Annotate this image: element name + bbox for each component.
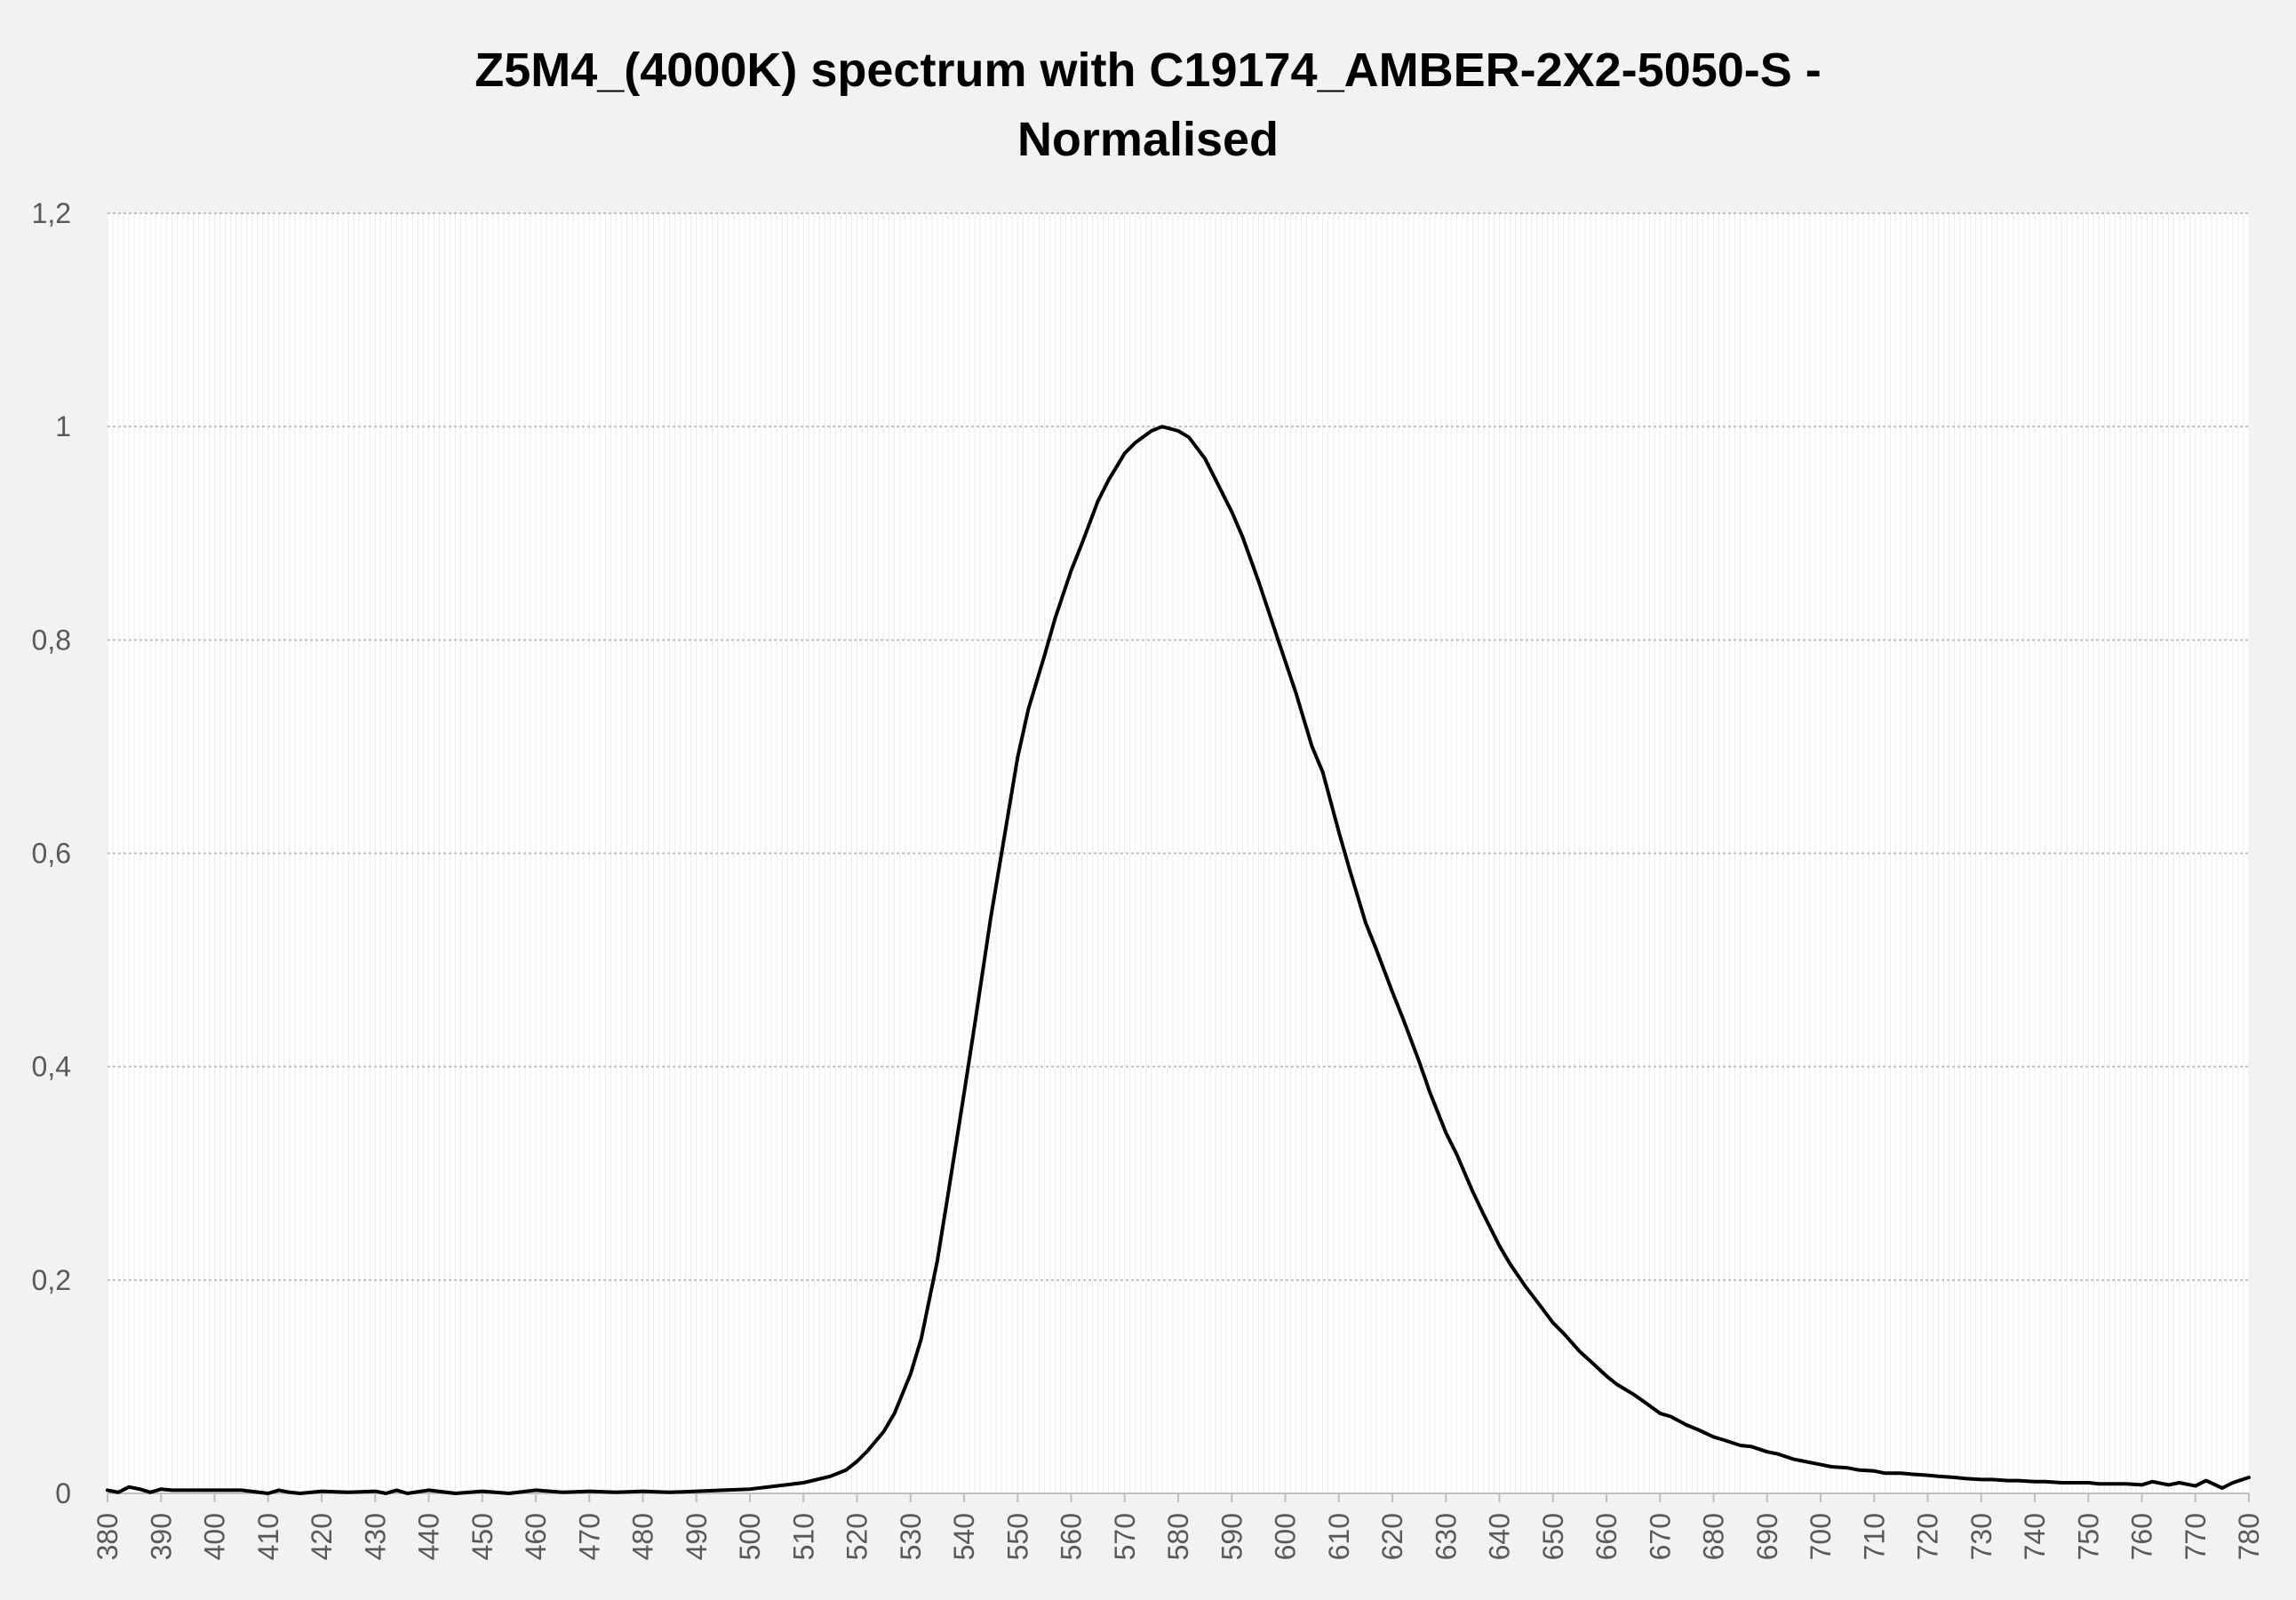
- x-tick-label: 470: [573, 1513, 605, 1560]
- x-tick-label: 750: [2072, 1513, 2104, 1560]
- x-tick-label: 780: [2233, 1513, 2265, 1560]
- y-tick-label: 1,2: [32, 197, 71, 229]
- x-tick-label: 630: [1430, 1513, 1462, 1560]
- x-tick-label: 620: [1376, 1513, 1408, 1560]
- x-tick-label: 540: [948, 1513, 980, 1560]
- x-tick-label: 680: [1698, 1513, 1730, 1560]
- series-group: [106, 425, 2251, 1495]
- x-tick-label: 770: [2180, 1513, 2212, 1560]
- x-tick-label: 460: [520, 1513, 552, 1560]
- x-tick-label: 730: [1965, 1513, 1997, 1560]
- x-tick-label: 660: [1590, 1513, 1622, 1560]
- x-tick-label: 450: [466, 1513, 498, 1560]
- chart-title-line-1: Z5M4_(4000K) spectrum with C19174_AMBER-…: [474, 44, 1822, 97]
- x-tick-label: 530: [895, 1513, 927, 1560]
- y-tick-label: 0,6: [32, 838, 71, 870]
- series-line: [106, 425, 2251, 1495]
- x-tick-label: 740: [2019, 1513, 2051, 1560]
- x-tick-label: 480: [627, 1513, 659, 1560]
- x-tick-label: 440: [413, 1513, 445, 1560]
- x-tick-label: 390: [145, 1513, 177, 1560]
- x-tick-label: 500: [734, 1513, 766, 1560]
- x-tick-label: 640: [1484, 1513, 1516, 1560]
- y-tick-label: 0,8: [32, 624, 71, 656]
- x-tick-label: 580: [1162, 1513, 1194, 1560]
- x-tick-label: 670: [1644, 1513, 1676, 1560]
- x-tick-label: 430: [359, 1513, 391, 1560]
- x-tick-label: 510: [787, 1513, 819, 1560]
- x-tick-label: 550: [1001, 1513, 1033, 1560]
- x-tick-label: 720: [1912, 1513, 1944, 1560]
- chart-title: Z5M4_(4000K) spectrum with C19174_AMBER-…: [0, 36, 2296, 174]
- x-tick-label: 380: [92, 1513, 124, 1560]
- x-tick-label: 760: [2126, 1513, 2158, 1560]
- x-tick-label: 520: [841, 1513, 873, 1560]
- x-tick-label: 420: [306, 1513, 338, 1560]
- y-tick-label: 0,2: [32, 1264, 71, 1296]
- x-tick-label: 710: [1858, 1513, 1890, 1560]
- x-tick-label: 700: [1805, 1513, 1837, 1560]
- x-tick-label: 490: [681, 1513, 713, 1560]
- y-tick-label: 0,4: [32, 1051, 71, 1083]
- x-tick-label: 650: [1537, 1513, 1569, 1560]
- y-axis-ticks: 0 0,2 0,4 0,6 0,8 1 1,2: [32, 197, 71, 1509]
- x-tick-label: 410: [252, 1513, 284, 1560]
- x-tick-label: 400: [199, 1513, 231, 1560]
- x-axis-ticks: 380 390 400 410 420 430 440 450 460 470 480 490 500 5…: [92, 1493, 2265, 1560]
- x-tick-label: 560: [1056, 1513, 1088, 1560]
- x-tick-label: 690: [1751, 1513, 1783, 1560]
- x-tick-label: 590: [1216, 1513, 1248, 1560]
- x-tick-label: 610: [1323, 1513, 1355, 1560]
- y-tick-label: 1: [55, 410, 71, 442]
- chart-title-line-2: Normalised: [1016, 113, 1280, 166]
- x-tick-label: 600: [1270, 1513, 1302, 1560]
- y-tick-label: 0: [55, 1477, 71, 1509]
- x-tick-label: 570: [1109, 1513, 1141, 1560]
